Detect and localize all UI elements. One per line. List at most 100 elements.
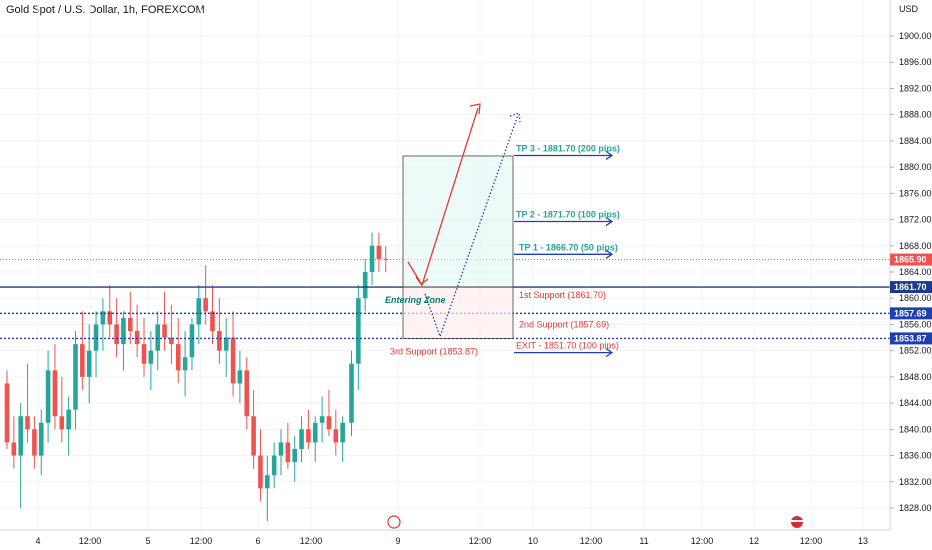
y-tick-label: 1872.00 [899,215,932,225]
last-price-tag: 1865.90 [894,255,927,265]
candle-body [134,331,140,345]
candle-body [169,337,174,345]
red-arrowhead-top [469,103,481,115]
x-tick-label: 12:00 [800,536,823,546]
support1-label: 1st Support (1861.70) [519,290,606,300]
candle-body [100,311,106,325]
y-tick-label: 1840.00 [899,424,932,434]
candle-body [251,416,256,456]
candle-body [258,455,263,489]
y-tick-label: 1844.00 [899,398,932,408]
y-tick-label: 1880.00 [899,162,932,172]
price-tags: 1865.90 1861.70 1857.69 1853.87 [890,253,932,345]
x-axis: 4 12:00 5 12:00 6 12:00 9 12:00 10 12:00 11 12:00 12… [0,515,890,546]
candle-body [128,317,133,331]
candle-body [45,370,51,423]
candle-body [196,298,202,325]
candle-body [148,350,154,364]
tp1-label: TP 1 - 1866.70 (50 pips) [519,242,618,252]
tp3-label: TP 3 - 1881.70 (200 pips) [516,143,620,153]
y-tick-label: 1900.00 [899,31,932,41]
drawings: TP 3 - 1881.70 (200 pips) TP 2 - 1871.70 … [385,103,620,358]
candle-body [223,337,229,351]
x-tick-label: 11 [639,536,648,546]
level-tag-2: 1857.69 [894,308,927,318]
candle-body [244,370,250,417]
exit-label: EXIT - 1851.70 (100 pips) [516,341,619,351]
level-tag-3: 1853.87 [894,333,927,343]
candle-body [59,416,65,430]
candle-body [237,370,243,384]
candle-body [155,324,160,351]
candle-body [210,311,215,331]
entering-zone-label: Entering Zone [385,295,446,305]
x-tick-label: 5 [145,536,150,546]
target-arrow-head [605,150,614,161]
x-tick-label: 12:00 [691,536,714,546]
x-tick-label: 4 [35,536,40,546]
candle-body [141,344,147,364]
candle-body [271,455,277,476]
y-tick-label: 1896.00 [899,57,932,67]
candle-body [306,429,311,443]
y-tick-label: 1888.00 [899,110,932,120]
y-tick-label: 1856.00 [899,319,932,329]
candles [4,232,389,522]
support3-label: 3rd Support (1853.87) [390,346,478,356]
support2-label: 2nd Support (1857.69) [519,319,609,329]
flag-stripe [791,520,803,522]
candle-body [376,245,382,259]
last-price-tag-bg [890,253,932,266]
y-tick-label: 1860.00 [899,293,932,303]
event-icon [387,515,401,529]
candle-body [278,442,284,456]
candle-body [285,442,291,463]
candle-body [383,258,389,260]
candle-body [326,416,332,430]
x-tick-label: 12:00 [190,536,213,546]
level-tag-3-bg [890,332,932,345]
candle-body [107,311,113,325]
candle-body [4,383,10,443]
entry-zone [402,286,514,339]
candle-body [93,324,99,351]
candle-body [292,449,297,463]
y-tick-label: 1828.00 [899,503,932,513]
candle-body [312,422,318,443]
target-arrow-head [605,249,614,259]
x-tick-label: 12:00 [580,536,603,546]
currency-label: USD [899,4,919,14]
candle-body [66,409,71,430]
candle-body [217,331,222,351]
candle-body [18,416,23,456]
candle-body [80,344,85,377]
candle-body [175,344,181,371]
candle-body [362,272,368,299]
x-tick-label: 6 [255,536,260,546]
x-tick-label: 9 [395,536,400,546]
candle-body [32,429,37,456]
candle-body [162,324,167,338]
tp2-label: TP 2 - 1871.70 (100 pips) [516,210,620,220]
candle-body [230,337,236,384]
candle-body [73,344,78,410]
target-arrow-head [605,348,614,358]
level-tag-1-bg [890,281,932,294]
candle-body [356,298,361,364]
candle-body [182,357,188,371]
candle-body [25,416,30,430]
candle-body [333,429,339,443]
target-zone [402,155,514,288]
x-tick-label: 12:00 [469,536,492,546]
candle-body [369,245,375,272]
candle-body [86,350,92,377]
y-tick-label: 1864.00 [899,267,932,277]
level-tag-1: 1861.70 [894,282,927,292]
y-tick-label: 1832.00 [899,477,932,487]
red-arrowhead-mid [415,276,429,285]
candle-body [11,442,17,456]
red-path [407,107,479,287]
blue-path [424,114,519,339]
chart-title: Gold Spot / U.S. Dollar, 1h, FOREXCOM [6,4,205,16]
